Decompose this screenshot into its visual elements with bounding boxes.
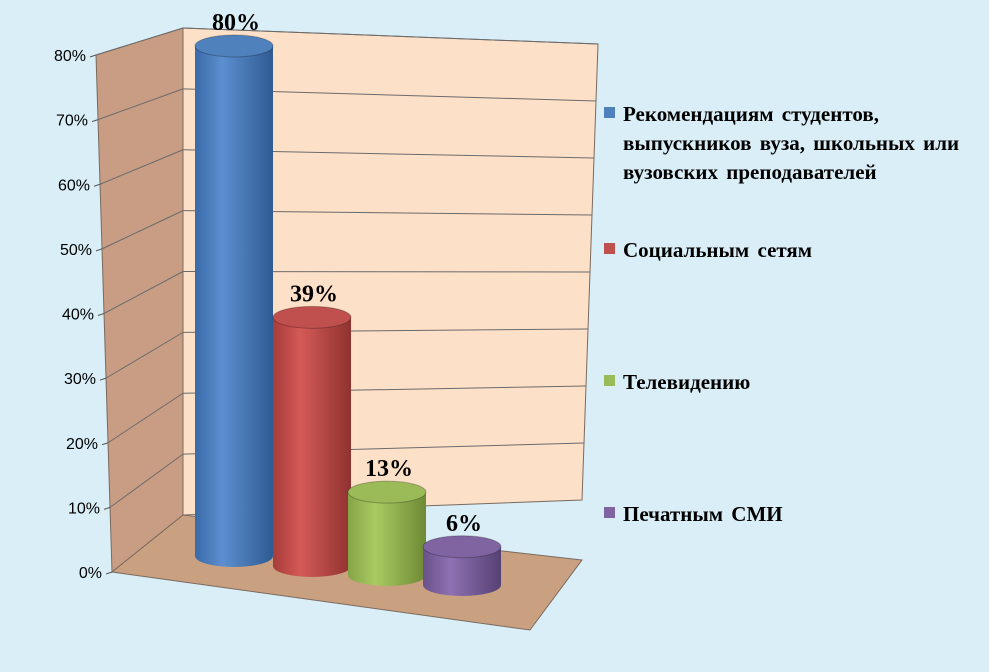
y-tick-mark (91, 119, 99, 123)
y-tick-mark (89, 54, 97, 58)
data-label: 13% (365, 456, 413, 482)
bar-2 (347, 480, 427, 586)
gridline-side (99, 149, 184, 185)
side-wall (95, 27, 184, 574)
y-tick-label: 10% (68, 500, 100, 517)
y-tick-label: 60% (58, 177, 90, 194)
legend-label-social-networks: Социальным сетям (623, 238, 813, 262)
data-label: 6% (446, 511, 482, 537)
y-tick-label: 70% (56, 113, 88, 130)
gridline-side (97, 88, 184, 121)
y-tick-mark (97, 313, 105, 316)
y-tick-mark (105, 571, 113, 575)
y-tick-mark (99, 377, 107, 381)
legend-swatch-recommendations (604, 107, 615, 118)
y-tick-mark (95, 248, 103, 252)
y-tick-label: 50% (60, 242, 92, 259)
y-tick-label: 20% (66, 436, 98, 453)
y-tick-label: 0% (79, 565, 102, 582)
gridline-side (101, 210, 184, 250)
legend-swatch-print-media (604, 507, 615, 518)
data-label: 80% (212, 10, 260, 36)
y-tick-mark (103, 506, 111, 510)
y-tick-mark (101, 442, 109, 446)
legend-label-print-media: Печатным СМИ (623, 502, 783, 526)
bar-body (423, 546, 501, 596)
y-tick-label: 80% (54, 48, 86, 65)
legend-swatch-television (604, 375, 615, 386)
gridline-back (182, 27, 599, 45)
gridline-side (95, 27, 184, 56)
bar-top (272, 305, 352, 329)
gridline-side (105, 331, 184, 379)
bar-0 (194, 34, 274, 567)
gridline-side (107, 392, 184, 444)
gridline-side (109, 453, 184, 508)
data-labels: 80% 39% 13% 6% (212, 10, 482, 537)
legend-item-print-media: Печатным СМИ (604, 500, 783, 529)
bar-body (195, 46, 273, 567)
bar-top (194, 34, 274, 58)
bars (194, 34, 502, 596)
legend-item-television: Телевидению (604, 368, 750, 397)
bar-body (348, 492, 426, 586)
y-axis-ticks: 0% 10% 20% 30% 40% 50% 60% 70% 80% (54, 48, 113, 582)
bar-top (347, 480, 427, 504)
legend-label-recommendations: Рекомендациям студентов, выпускников вуз… (623, 102, 960, 184)
legend-item-social-networks: Социальным сетям (604, 236, 812, 265)
bar-top (422, 535, 502, 559)
bar-1 (272, 305, 352, 577)
data-label: 39% (290, 281, 338, 307)
gridline-side (103, 271, 184, 314)
legend-label-television: Телевидению (623, 370, 751, 394)
y-tick-label: 40% (62, 307, 94, 324)
bar-3 (422, 535, 502, 596)
legend-swatch-social-networks (604, 243, 615, 254)
bar-body (273, 317, 351, 577)
legend-item-recommendations: Рекомендациям студентов, выпускников вуз… (604, 100, 973, 187)
y-tick-mark (93, 183, 101, 187)
y-tick-label: 30% (64, 371, 96, 388)
